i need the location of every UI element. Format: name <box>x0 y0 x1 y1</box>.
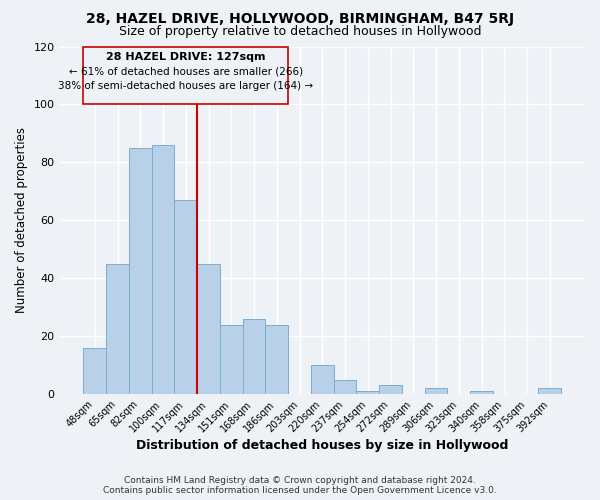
Bar <box>152 145 175 394</box>
FancyBboxPatch shape <box>83 46 288 104</box>
Text: Size of property relative to detached houses in Hollywood: Size of property relative to detached ho… <box>119 25 481 38</box>
Bar <box>129 148 152 394</box>
Bar <box>538 388 561 394</box>
Bar <box>175 200 197 394</box>
Y-axis label: Number of detached properties: Number of detached properties <box>15 128 28 314</box>
Bar <box>265 324 288 394</box>
Bar <box>425 388 448 394</box>
Bar <box>334 380 356 394</box>
Bar <box>106 264 129 394</box>
Text: Contains public sector information licensed under the Open Government Licence v3: Contains public sector information licen… <box>103 486 497 495</box>
Bar <box>242 319 265 394</box>
X-axis label: Distribution of detached houses by size in Hollywood: Distribution of detached houses by size … <box>136 440 508 452</box>
Bar <box>83 348 106 394</box>
Bar <box>220 324 242 394</box>
Text: 38% of semi-detached houses are larger (164) →: 38% of semi-detached houses are larger (… <box>58 82 313 92</box>
Text: ← 61% of detached houses are smaller (266): ← 61% of detached houses are smaller (26… <box>69 67 303 77</box>
Text: 28, HAZEL DRIVE, HOLLYWOOD, BIRMINGHAM, B47 5RJ: 28, HAZEL DRIVE, HOLLYWOOD, BIRMINGHAM, … <box>86 12 514 26</box>
Bar <box>197 264 220 394</box>
Bar <box>356 391 379 394</box>
Text: 28 HAZEL DRIVE: 127sqm: 28 HAZEL DRIVE: 127sqm <box>106 52 266 62</box>
Bar <box>470 391 493 394</box>
Bar <box>379 386 402 394</box>
Text: Contains HM Land Registry data © Crown copyright and database right 2024.: Contains HM Land Registry data © Crown c… <box>124 476 476 485</box>
Bar <box>311 365 334 394</box>
